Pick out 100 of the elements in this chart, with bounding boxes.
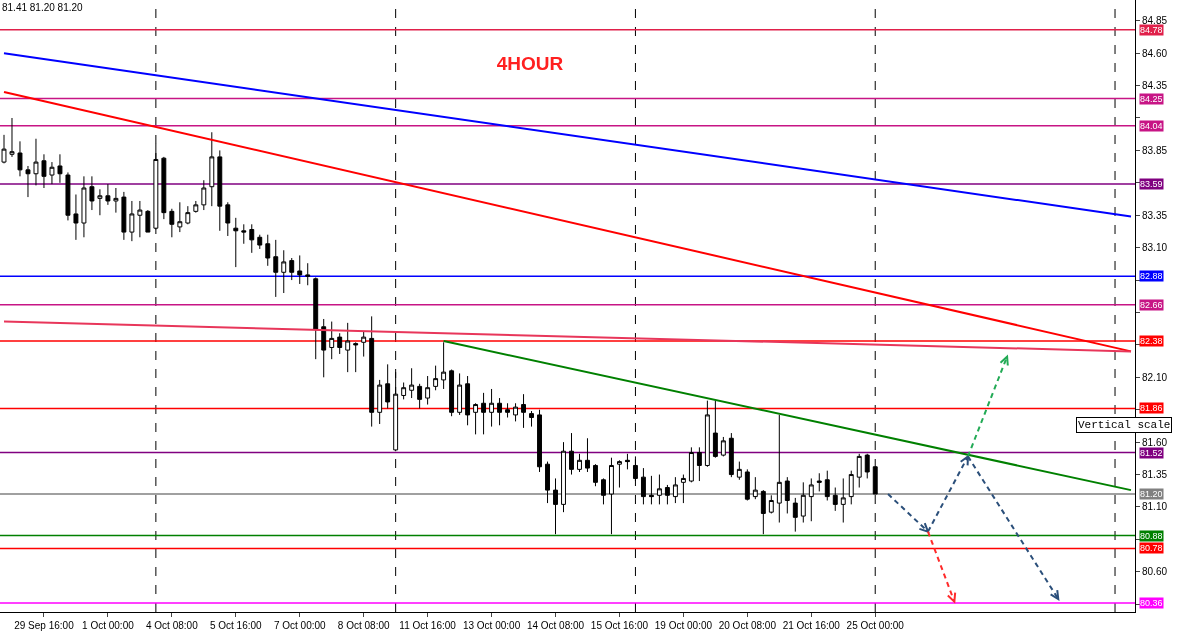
candlestick (361, 331, 367, 358)
ref-line-label: 80.88 (1140, 531, 1163, 541)
candlestick (33, 138, 39, 186)
ref-line-label: 84.04 (1140, 121, 1163, 131)
candlestick (409, 367, 415, 399)
candlestick (656, 474, 662, 505)
candlestick (856, 453, 862, 489)
x-tick-label: 15 Oct 16:00 (590, 620, 649, 631)
candlestick (784, 476, 790, 514)
annotation: 81.41 81.20 81.20 (2, 2, 84, 13)
candlestick (832, 487, 838, 512)
candlestick (577, 453, 582, 473)
candlestick (553, 477, 558, 535)
candlestick (505, 402, 511, 419)
candlestick (329, 321, 335, 360)
candlestick (185, 205, 191, 225)
candlestick (664, 484, 670, 505)
y-tick-label: 82.10 (1142, 371, 1168, 383)
ref-line-label: 82.88 (1140, 271, 1163, 281)
candlestick (465, 375, 471, 426)
candlestick (792, 497, 798, 533)
x-tick-label: 5 Oct 16:00 (209, 620, 263, 631)
candlestick (537, 409, 542, 473)
candlestick (401, 382, 407, 400)
ref-line-label: 82.66 (1140, 300, 1163, 310)
candlestick (241, 223, 247, 245)
candlestick (624, 453, 630, 470)
candlestick (369, 315, 375, 428)
y-tick-label: 83.35 (1142, 209, 1168, 221)
candlestick (281, 249, 287, 294)
candlestick (273, 239, 279, 298)
ref-line-label: 82.38 (1140, 336, 1163, 346)
candlestick (672, 476, 678, 504)
candlestick (57, 153, 63, 184)
candlestick (249, 223, 255, 254)
candlestick (473, 402, 479, 435)
candlestick (840, 477, 846, 524)
candlestick (816, 472, 822, 492)
candlestick (457, 372, 463, 416)
candlestick (121, 191, 127, 241)
candlestick (800, 481, 806, 524)
candlestick (425, 375, 431, 406)
x-tick-label: 25 Oct 00:00 (846, 620, 905, 631)
candlestick (712, 400, 718, 459)
y-tick-label: 83.10 (1142, 242, 1168, 254)
candlestick (313, 276, 319, 360)
candlestick (720, 436, 726, 457)
candlestick (105, 183, 111, 206)
text: 4HOUR (496, 52, 564, 74)
y-tick-label: 80.60 (1142, 566, 1168, 578)
x-tick-label: 14 Oct 08:00 (526, 620, 585, 631)
candlestick (640, 467, 646, 505)
candlestick (89, 175, 95, 211)
candlestick (193, 200, 199, 214)
x-tick-label: 19 Oct 00:00 (654, 620, 713, 631)
ref-line-label: 81.52 (1140, 448, 1163, 458)
candlestick (760, 489, 766, 535)
y-tick-label: 81.60 (1142, 436, 1168, 448)
ref-line-label: 84.78 (1140, 25, 1163, 35)
candlestick (169, 208, 175, 238)
candlestick (617, 459, 622, 489)
candlestick (768, 494, 774, 514)
candlestick (736, 461, 742, 481)
candlestick (441, 341, 447, 390)
x-tick-label: 7 Oct 00:00 (273, 620, 327, 631)
candlestick (265, 234, 271, 267)
candlestick (848, 470, 854, 505)
candlestick (481, 392, 487, 435)
candlestick (545, 461, 550, 504)
candlestick (609, 457, 614, 535)
ref-line-label: 83.59 (1140, 179, 1163, 189)
candlestick (257, 234, 263, 250)
candlestick (137, 200, 143, 238)
candlestick (776, 414, 782, 524)
candlestick (297, 254, 303, 285)
candlestick (561, 441, 566, 513)
candlestick (209, 131, 215, 207)
y-tick-label: 83.85 (1142, 144, 1168, 156)
y-tick-label: 84.60 (1142, 47, 1168, 59)
candlestick (489, 388, 495, 428)
y-tick-label: 84.85 (1142, 15, 1168, 27)
candlestick (81, 175, 87, 238)
candlestick (41, 153, 47, 189)
candlestick (704, 400, 710, 468)
candlestick (337, 332, 343, 355)
candlestick (752, 476, 758, 500)
y-tick-label: 84.35 (1142, 80, 1168, 92)
candlestick (808, 477, 814, 522)
candlestick (648, 475, 654, 505)
candlestick (377, 379, 383, 425)
candlestick (529, 410, 534, 428)
candlestick (585, 437, 590, 473)
candlestick (65, 171, 71, 221)
y-tick-label: 81.35 (1142, 469, 1168, 481)
candlestick (449, 369, 455, 417)
candlestick (696, 446, 702, 482)
candlestick (233, 217, 239, 268)
x-tick-label: 1 Oct 00:00 (82, 620, 135, 631)
ref-line-label: 84.25 (1140, 94, 1163, 104)
y-tick-label: 81.10 (1142, 501, 1168, 513)
